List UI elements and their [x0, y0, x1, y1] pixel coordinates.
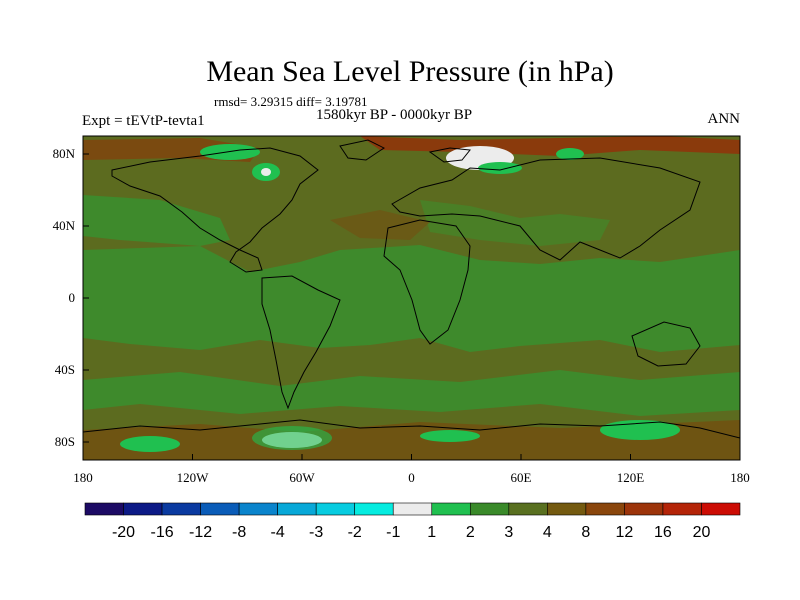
- colorbar-label: -3: [309, 524, 323, 541]
- lat-label: 0: [69, 290, 76, 305]
- ross-anomaly: [120, 436, 180, 452]
- scandinavia-outline: [428, 147, 471, 163]
- lon-label: 180: [73, 470, 93, 485]
- antarctic-coast-anomaly: [420, 430, 480, 442]
- colorbar-label: 16: [654, 524, 672, 541]
- lon-label: 180: [730, 470, 750, 485]
- colorbar-swatch: [315, 502, 356, 516]
- colorbar-label: 3: [504, 524, 513, 541]
- rmsd-diff-stats: rmsd= 3.29315 diff= 3.19781: [214, 94, 368, 109]
- lon-label: 120E: [617, 470, 645, 485]
- colorbar-swatch: [547, 502, 587, 516]
- colorbar-label: -2: [348, 524, 362, 541]
- weddell-halo: [252, 426, 332, 450]
- colorbar-swatch: [469, 502, 510, 516]
- lon-label: 60E: [511, 470, 532, 485]
- longitude-axis: 180 120W 60W 0 60E 120E 180: [73, 454, 750, 485]
- colorbar-swatch: [624, 502, 664, 516]
- colorbar-label: -8: [232, 524, 246, 541]
- colorbar-swatch: [277, 502, 317, 516]
- colorbar-label: -20: [112, 524, 135, 541]
- colorbar-swatch: [508, 502, 548, 516]
- greenland-outline: [339, 139, 385, 161]
- colorbar-label: -12: [189, 524, 212, 541]
- colorbar-swatch: [123, 502, 163, 516]
- southern-ocean-band: [83, 370, 740, 416]
- asia-patch: [420, 200, 610, 246]
- colorbar-swatch: [161, 502, 201, 516]
- lon-label: 0: [408, 470, 415, 485]
- latitude-axis: 80N 40N 0 40S 80S: [53, 146, 89, 449]
- season-label: ANN: [707, 111, 741, 127]
- atlantic-high: [330, 210, 430, 240]
- colorbar-label: -4: [271, 524, 285, 541]
- colorbar-swatch: [84, 502, 124, 516]
- lat-label: 80N: [53, 146, 76, 161]
- colorbar-swatch: [662, 502, 702, 516]
- antarctic-field: [83, 420, 740, 460]
- colorbar-label: -16: [150, 524, 173, 541]
- africa-outline: [383, 219, 471, 345]
- experiment-label: Expt = tEVtP-tevta1: [82, 113, 205, 129]
- colorbar-label: 20: [693, 524, 711, 541]
- lat-label: 40S: [55, 362, 75, 377]
- colorbar-label: 12: [616, 524, 634, 541]
- colorbar-label: 4: [543, 524, 552, 541]
- australia-outline: [631, 321, 701, 367]
- eurasia-outline: [391, 157, 701, 261]
- period-label: 1580kyr BP - 0000kyr BP: [316, 107, 473, 123]
- colorbar-swatch: [585, 502, 625, 516]
- south-america-outline: [261, 275, 341, 410]
- colorbar-swatch: [701, 502, 741, 516]
- north-america-outline: [111, 147, 319, 273]
- lon-label: 120W: [177, 470, 210, 485]
- colorbar-swatch: [200, 502, 240, 516]
- colorbar-swatch: [354, 502, 394, 516]
- lat-label: 80S: [55, 434, 75, 449]
- lat-label: 40N: [53, 218, 76, 233]
- scandinavia-anomaly: [478, 162, 522, 174]
- hudson-core: [261, 168, 271, 176]
- coastlines: [83, 139, 740, 439]
- lon-label: 60W: [289, 470, 315, 485]
- chart-title: Mean Sea Level Pressure (in hPa): [206, 55, 614, 88]
- north-pacific-patch: [83, 195, 230, 246]
- colorbar-label: 2: [466, 524, 475, 541]
- colorbar-label: -1: [386, 524, 400, 541]
- colorbar-swatch: [431, 502, 471, 516]
- colorbar-label: 8: [581, 524, 590, 541]
- siberia-anomaly: [556, 148, 584, 160]
- colorbar-label: 1: [427, 524, 436, 541]
- colorbar: -20 -16 -12 -8 -4 -3 -2 -1 1 2 3 4 8 12 16 20: [84, 502, 741, 541]
- antarctica-outline: [83, 419, 740, 439]
- colorbar-swatch: [238, 502, 278, 516]
- colorbar-swatch: [392, 502, 433, 516]
